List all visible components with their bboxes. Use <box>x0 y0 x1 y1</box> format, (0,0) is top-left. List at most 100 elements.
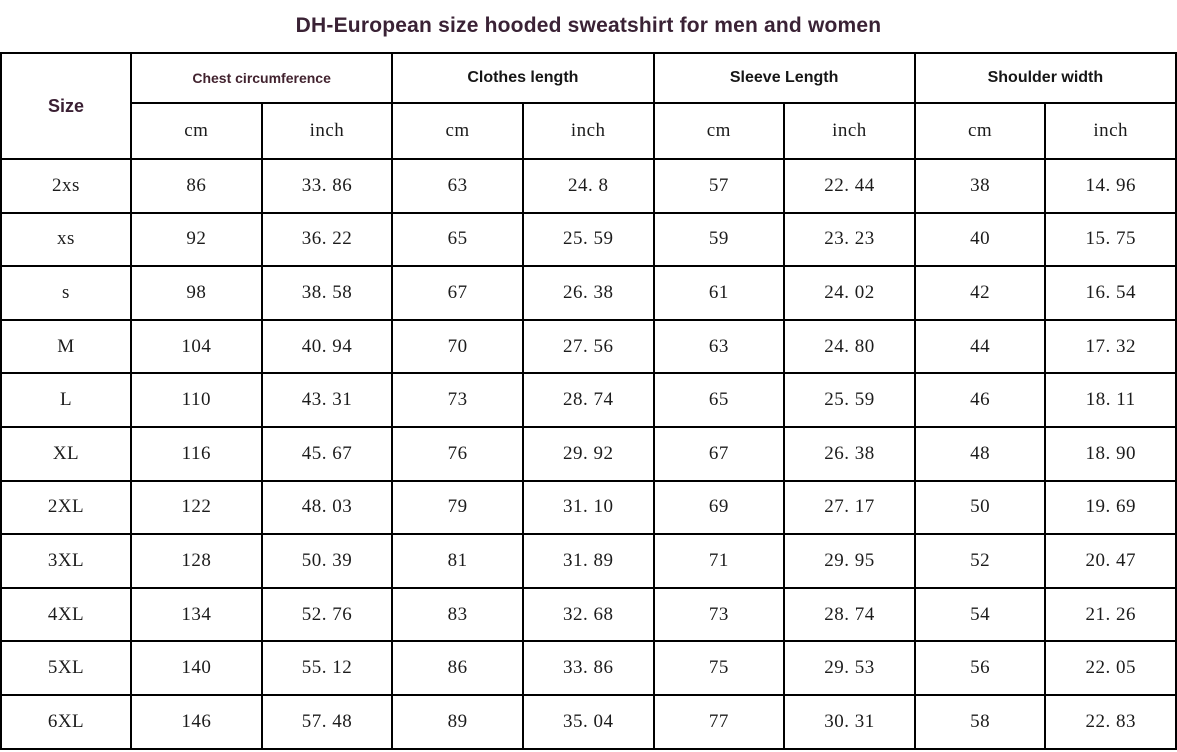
unit-header-cm: cm <box>913 102 1047 160</box>
size-cell: 4XL <box>0 586 132 643</box>
table-row: 2xs 86 33. 86 63 24. 8 57 22. 44 38 14. 96 <box>0 158 1177 214</box>
value-cell: 38 <box>913 158 1047 214</box>
value-cell: 17. 32 <box>1044 318 1177 375</box>
value-cell: 140 <box>130 640 263 696</box>
table-row: 5XL 140 55. 12 86 33. 86 75 29. 53 56 22. 05 <box>0 640 1177 696</box>
value-cell: 24. 8 <box>521 158 655 214</box>
value-cell: 35. 04 <box>521 693 655 750</box>
value-cell: 25. 59 <box>521 211 655 268</box>
value-cell: 42 <box>913 265 1047 321</box>
value-cell: 15. 75 <box>1044 211 1177 268</box>
value-cell: 110 <box>130 372 263 428</box>
value-cell: 52 <box>913 533 1047 589</box>
value-cell: 146 <box>130 693 263 750</box>
value-cell: 55. 12 <box>260 640 394 696</box>
value-cell: 20. 47 <box>1044 533 1177 589</box>
value-cell: 40. 94 <box>260 318 394 375</box>
value-cell: 29. 92 <box>521 425 655 482</box>
value-cell: 86 <box>130 158 263 214</box>
unit-header-inch: inch <box>783 102 916 160</box>
table-row: 2XL 122 48. 03 79 31. 10 69 27. 17 50 19. 69 <box>0 479 1177 536</box>
value-cell: 27. 17 <box>783 479 916 536</box>
value-cell: 75 <box>652 640 786 696</box>
value-cell: 33. 86 <box>521 640 655 696</box>
value-cell: 26. 38 <box>783 425 916 482</box>
value-cell: 27. 56 <box>521 318 655 375</box>
unit-header-cm: cm <box>130 102 263 160</box>
value-cell: 116 <box>130 425 263 482</box>
value-cell: 14. 96 <box>1044 158 1177 214</box>
value-cell: 19. 69 <box>1044 479 1177 536</box>
table-row: s 98 38. 58 67 26. 38 61 24. 02 42 16. 54 <box>0 265 1177 321</box>
value-cell: 28. 74 <box>783 586 916 643</box>
unit-header-inch: inch <box>260 102 394 160</box>
value-cell: 128 <box>130 533 263 589</box>
value-cell: 24. 02 <box>783 265 916 321</box>
value-cell: 134 <box>130 586 263 643</box>
value-cell: 70 <box>391 318 524 375</box>
value-cell: 30. 31 <box>783 693 916 750</box>
table-row: 3XL 128 50. 39 81 31. 89 71 29. 95 52 20. 47 <box>0 533 1177 589</box>
size-cell: 3XL <box>0 533 132 589</box>
value-cell: 32. 68 <box>521 586 655 643</box>
value-cell: 18. 11 <box>1044 372 1177 428</box>
size-cell: xs <box>0 211 132 268</box>
unit-header-cm: cm <box>652 102 786 160</box>
value-cell: 43. 31 <box>260 372 394 428</box>
table-row: L 110 43. 31 73 28. 74 65 25. 59 46 18. 11 <box>0 372 1177 428</box>
value-cell: 73 <box>391 372 524 428</box>
value-cell: 56 <box>913 640 1047 696</box>
value-cell: 23. 23 <box>783 211 916 268</box>
value-cell: 21. 26 <box>1044 586 1177 643</box>
value-cell: 83 <box>391 586 524 643</box>
value-cell: 122 <box>130 479 263 536</box>
value-cell: 57. 48 <box>260 693 394 750</box>
value-cell: 52. 76 <box>260 586 394 643</box>
value-cell: 33. 86 <box>260 158 394 214</box>
group-header-shoulder-width: Shoulder width <box>913 52 1177 104</box>
value-cell: 73 <box>652 586 786 643</box>
value-cell: 16. 54 <box>1044 265 1177 321</box>
group-header-sleeve-length: Sleeve Length <box>652 52 916 104</box>
table-header: Size Chest circumference Clothes length … <box>0 52 1177 160</box>
value-cell: 71 <box>652 533 786 589</box>
size-column-header: Size <box>0 52 132 160</box>
value-cell: 44 <box>913 318 1047 375</box>
value-cell: 57 <box>652 158 786 214</box>
size-cell: 2XL <box>0 479 132 536</box>
value-cell: 81 <box>391 533 524 589</box>
value-cell: 38. 58 <box>260 265 394 321</box>
size-cell: 6XL <box>0 693 132 750</box>
value-cell: 65 <box>652 372 786 428</box>
value-cell: 22. 83 <box>1044 693 1177 750</box>
value-cell: 86 <box>391 640 524 696</box>
table-body: 2xs 86 33. 86 63 24. 8 57 22. 44 38 14. 96 xs 92 36… <box>0 158 1177 750</box>
value-cell: 79 <box>391 479 524 536</box>
value-cell: 67 <box>391 265 524 321</box>
group-header-row: Size Chest circumference Clothes length … <box>0 52 1177 160</box>
value-cell: 54 <box>913 586 1047 643</box>
value-cell: 65 <box>391 211 524 268</box>
group-header-clothes-length: Clothes length <box>391 52 655 104</box>
size-chart-table: Size Chest circumference Clothes length … <box>0 52 1177 750</box>
size-cell: L <box>0 372 132 428</box>
unit-header-inch: inch <box>1044 102 1177 160</box>
value-cell: 45. 67 <box>260 425 394 482</box>
value-cell: 48 <box>913 425 1047 482</box>
value-cell: 36. 22 <box>260 211 394 268</box>
value-cell: 24. 80 <box>783 318 916 375</box>
value-cell: 76 <box>391 425 524 482</box>
value-cell: 50 <box>913 479 1047 536</box>
unit-header-inch: inch <box>521 102 655 160</box>
value-cell: 59 <box>652 211 786 268</box>
value-cell: 48. 03 <box>260 479 394 536</box>
value-cell: 31. 89 <box>521 533 655 589</box>
value-cell: 67 <box>652 425 786 482</box>
value-cell: 29. 95 <box>783 533 916 589</box>
value-cell: 63 <box>652 318 786 375</box>
size-cell: M <box>0 318 132 375</box>
size-cell: XL <box>0 425 132 482</box>
value-cell: 29. 53 <box>783 640 916 696</box>
value-cell: 26. 38 <box>521 265 655 321</box>
